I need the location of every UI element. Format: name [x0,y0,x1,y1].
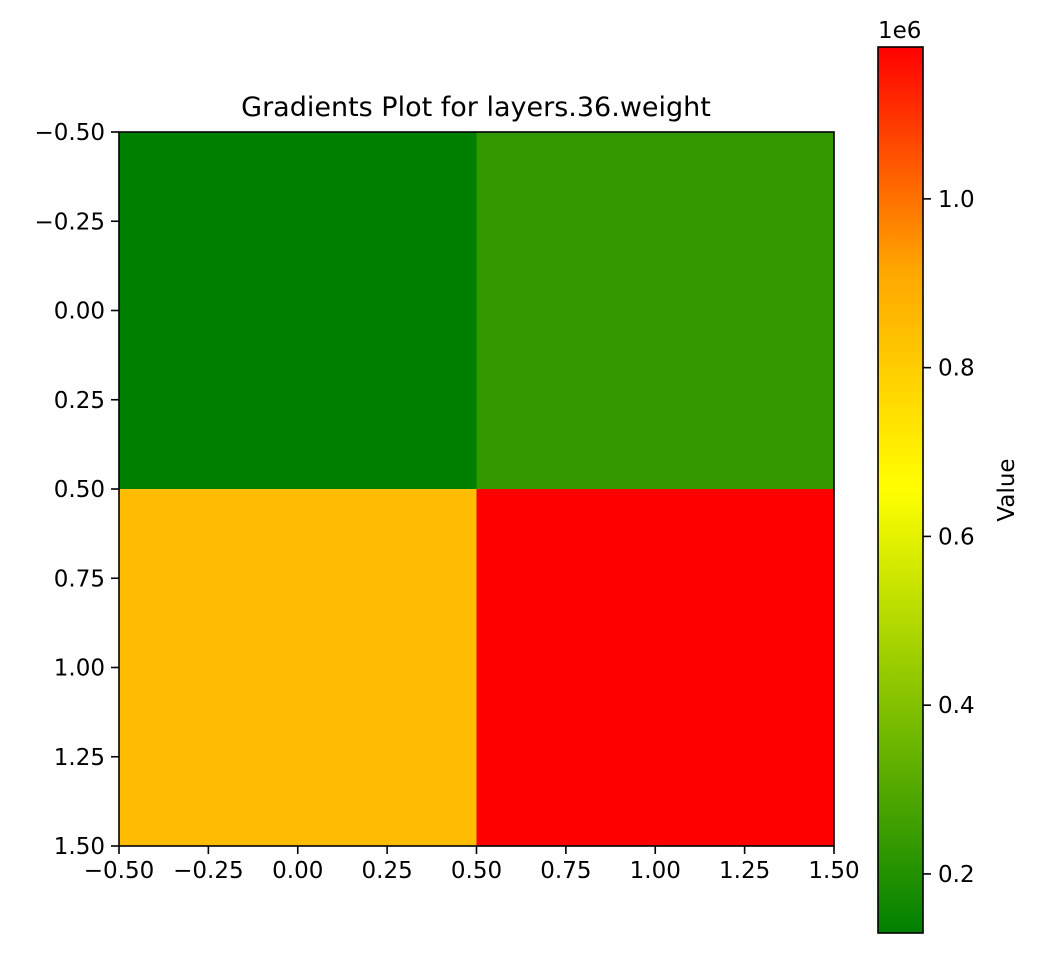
heatmap-cell-r1-c0 [119,489,477,847]
colorbar-tick-label: 0.2 [938,862,975,888]
colorbar-label: Value [994,458,1020,521]
x-tick-label: 1.25 [719,858,770,884]
x-tick-label: 0.25 [362,858,413,884]
x-tick-label: 1.50 [808,858,859,884]
heatmap-cell-r0-c1 [476,132,835,490]
x-tick-label: 0.00 [272,858,323,884]
colorbar-tick-label: 0.8 [938,356,975,382]
colorbar-ticks: 0.2 0.4 0.6 0.8 1.0 [923,187,975,888]
y-tick-label: −0.25 [35,209,105,235]
y-tick-label: 0.25 [54,388,105,414]
y-tick-label: 1.25 [54,745,105,771]
x-tick-label: −0.50 [84,858,154,884]
x-tick-label: −0.25 [173,858,243,884]
colorbar: 1e6 0.2 0.4 0.6 0.8 1.0 Value [877,18,1020,934]
y-tick-label: 1.00 [54,656,105,682]
y-tick-label: −0.50 [35,120,105,146]
x-tick-label: 1.00 [630,858,681,884]
x-tick-label: 0.50 [451,858,502,884]
colorbar-tick-label: 1.0 [938,187,975,213]
y-axis: −0.50 −0.25 0.00 0.25 0.50 0.75 1.00 1.25 1.50 [35,120,119,860]
heatmap-cell-r0-c0 [119,132,477,490]
colorbar-gradient [877,46,924,934]
colorbar-tick-label: 0.6 [938,524,975,550]
x-tick-label: 0.75 [540,858,591,884]
chart-title: Gradients Plot for layers.36.weight [241,92,711,123]
y-tick-label: 1.50 [54,834,105,860]
y-tick-label: 0.75 [54,566,105,592]
colorbar-tick-label: 0.4 [938,693,975,719]
colorbar-offset-text: 1e6 [878,18,921,44]
heatmap-cells [119,132,835,847]
heatmap-cell-r1-c1 [476,489,835,847]
y-tick-label: 0.50 [54,477,105,503]
x-axis: −0.50 −0.25 0.00 0.25 0.50 0.75 1.00 1.25 1.50 [84,846,860,884]
y-tick-label: 0.00 [54,299,105,325]
